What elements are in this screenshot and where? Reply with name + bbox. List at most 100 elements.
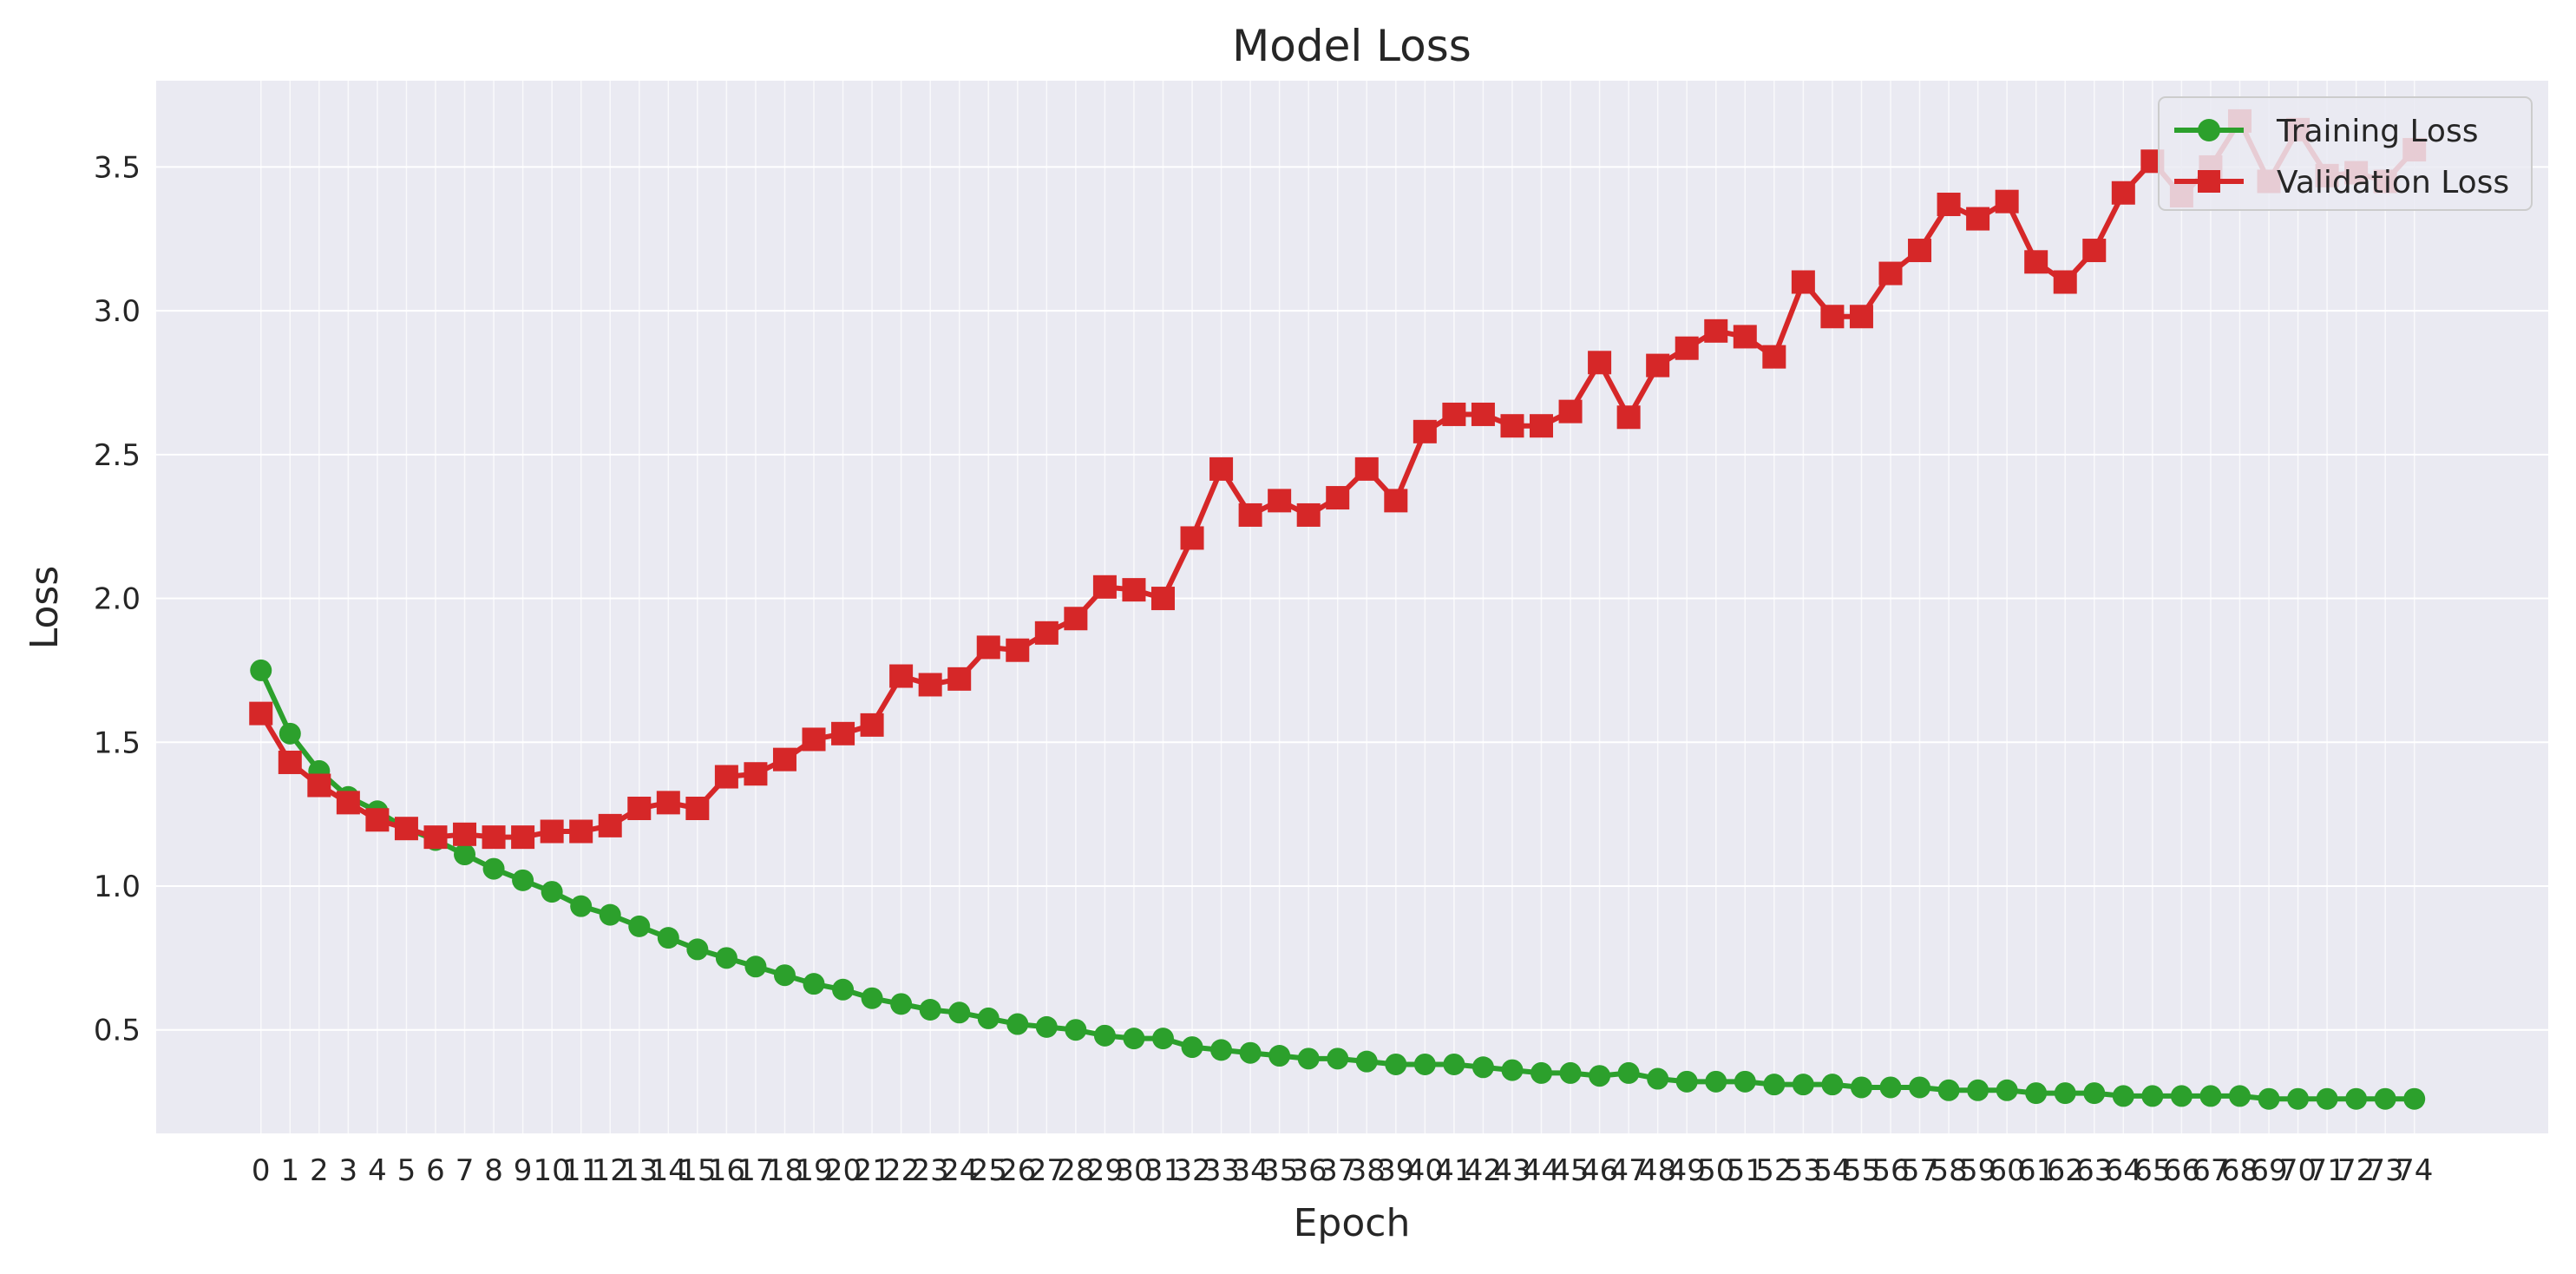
training-point xyxy=(1035,1015,1058,1038)
validation-point xyxy=(482,825,506,850)
training-point xyxy=(1385,1053,1407,1075)
validation-point xyxy=(656,791,680,815)
legend: Training Loss Validation Loss xyxy=(2158,96,2533,211)
training-point xyxy=(1675,1070,1698,1093)
training-point xyxy=(628,915,651,937)
x-tick-label: 72 xyxy=(2337,1153,2375,1188)
x-tick-label: 34 xyxy=(1231,1153,1268,1188)
training-point xyxy=(773,964,796,987)
training-point xyxy=(1239,1041,1262,1064)
x-tick-label: 44 xyxy=(1523,1153,1560,1188)
x-tick-label: 43 xyxy=(1493,1153,1531,1188)
training-point xyxy=(1297,1047,1320,1070)
x-tick-label: 46 xyxy=(1581,1153,1618,1188)
validation-point xyxy=(1122,578,1146,602)
x-tick-label: 68 xyxy=(2221,1153,2258,1188)
series-training-loss xyxy=(250,659,2426,1110)
x-tick-label: 48 xyxy=(1639,1153,1676,1188)
training-point xyxy=(1937,1079,1960,1101)
validation-point xyxy=(1966,207,1990,231)
y-tick-label: 1.0 xyxy=(94,870,141,904)
x-tick-label: 28 xyxy=(1057,1153,1094,1188)
validation-point xyxy=(1238,502,1262,527)
validation-point xyxy=(860,713,884,737)
training-point xyxy=(1763,1074,1786,1096)
x-tick-label: 37 xyxy=(1319,1153,1356,1188)
training-point xyxy=(2170,1085,2193,1107)
x-tick-label: 17 xyxy=(737,1153,774,1188)
x-tick-label: 41 xyxy=(1435,1153,1472,1188)
training-point xyxy=(1617,1061,1640,1084)
validation-point xyxy=(714,765,738,789)
x-tick-label: 66 xyxy=(2163,1153,2200,1188)
training-point xyxy=(977,1007,1000,1029)
training-point xyxy=(1355,1050,1378,1073)
x-tick-label: 55 xyxy=(1843,1153,1880,1188)
training-point xyxy=(948,1001,971,1024)
validation-point xyxy=(598,813,622,837)
x-tick-label: 65 xyxy=(2134,1153,2171,1188)
y-tick-label: 3.0 xyxy=(94,294,141,329)
training-point xyxy=(1705,1070,1727,1093)
validation-point xyxy=(394,817,418,841)
validation-point xyxy=(511,825,535,850)
validation-point xyxy=(1820,305,1845,329)
legend-box xyxy=(2158,96,2533,211)
validation-point xyxy=(1006,638,1030,662)
x-tick-label: 67 xyxy=(2192,1153,2229,1188)
validation-point xyxy=(2111,181,2135,205)
training-point xyxy=(1647,1067,1669,1090)
validation-point xyxy=(1704,318,1728,343)
x-tick-label: 33 xyxy=(1203,1153,1240,1188)
validation-point xyxy=(1209,456,1234,481)
validation-point xyxy=(627,796,652,820)
x-tick-label: 70 xyxy=(2279,1153,2317,1188)
training-point xyxy=(832,978,855,1001)
x-tick-label: 4 xyxy=(368,1153,387,1188)
x-tick-label: 6 xyxy=(426,1153,445,1188)
x-tick-label: 50 xyxy=(1697,1153,1734,1188)
validation-point xyxy=(1471,402,1495,426)
y-tick-label: 3.5 xyxy=(94,150,141,185)
training-point xyxy=(1559,1061,1582,1084)
x-tick-label: 18 xyxy=(766,1153,803,1188)
y-tick-labels: 0.5 1.0 1.5 2.0 2.5 3.0 3.5 xyxy=(94,150,141,1047)
training-point xyxy=(1531,1061,1553,1084)
training-point xyxy=(1210,1039,1233,1061)
x-tick-label: 5 xyxy=(397,1153,416,1188)
validation-point xyxy=(2053,270,2077,294)
validation-point xyxy=(831,721,855,745)
validation-point xyxy=(1442,402,1466,426)
x-tick-label: 26 xyxy=(999,1153,1036,1188)
validation-point xyxy=(1500,414,1524,438)
x-tick-label: 25 xyxy=(970,1153,1007,1188)
validation-point xyxy=(918,673,942,697)
x-tick-label: 24 xyxy=(941,1153,978,1188)
training-point xyxy=(2345,1087,2368,1110)
x-tick-label: 0 xyxy=(252,1153,271,1188)
validation-point xyxy=(1588,351,1612,375)
validation-point xyxy=(772,747,796,772)
validation-point xyxy=(976,635,1000,660)
training-point xyxy=(744,956,767,978)
x-tick-label: 58 xyxy=(1930,1153,1967,1188)
training-point xyxy=(541,881,563,903)
validation-point xyxy=(1995,189,2019,213)
training-point xyxy=(1443,1053,1465,1075)
training-point xyxy=(686,938,709,961)
legend-label-training: Training Loss xyxy=(2276,114,2478,149)
validation-point xyxy=(453,822,477,846)
legend-label-validation: Validation Loss xyxy=(2277,165,2509,200)
validation-point xyxy=(889,664,914,688)
x-tick-label: 74 xyxy=(2396,1153,2433,1188)
x-tick-label: 62 xyxy=(2047,1153,2084,1188)
validation-point xyxy=(1092,575,1117,599)
validation-point xyxy=(569,819,593,844)
validation-point xyxy=(540,819,564,844)
x-tick-label: 40 xyxy=(1406,1153,1444,1188)
training-point xyxy=(1413,1053,1436,1075)
validation-point xyxy=(1878,261,1903,286)
training-point xyxy=(250,659,272,681)
validation-point xyxy=(278,750,302,774)
